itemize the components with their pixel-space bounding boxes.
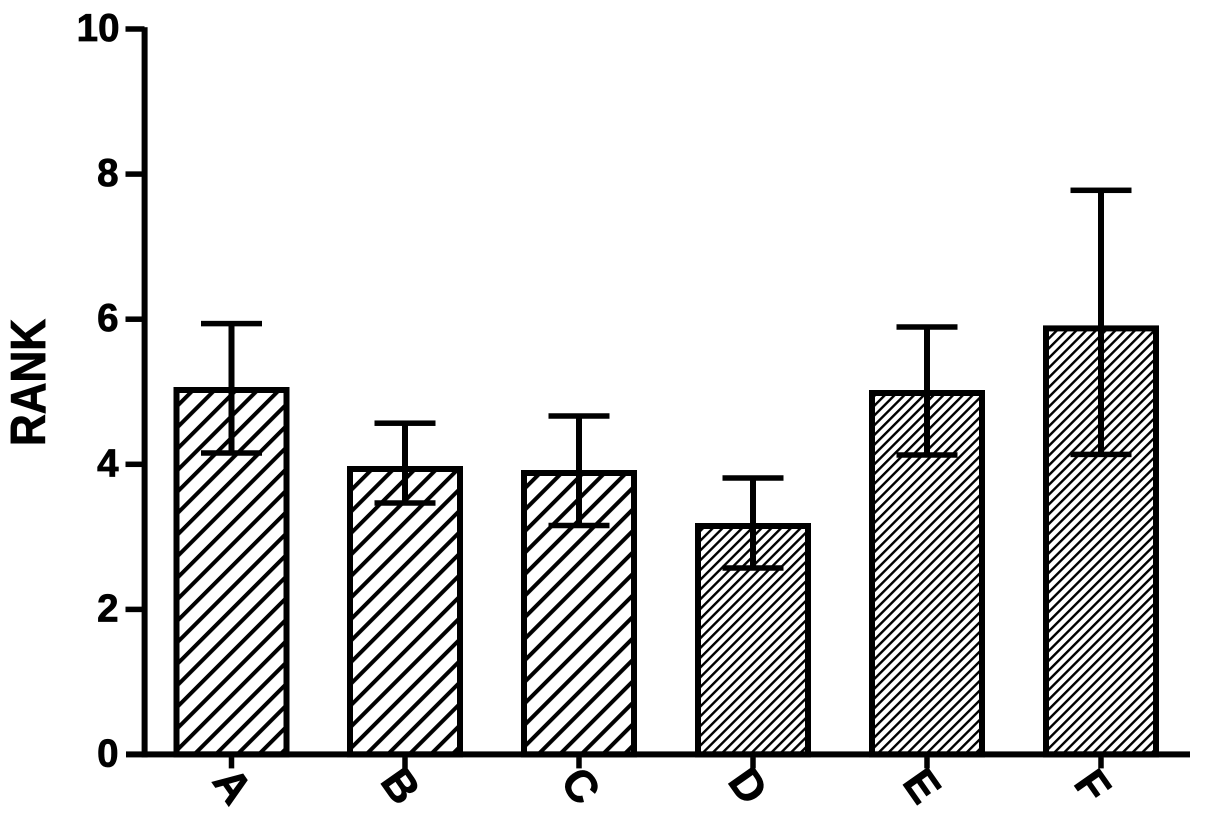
svg-text:F: F [1064, 761, 1120, 811]
svg-text:A: A [203, 759, 261, 813]
svg-text:C: C [551, 759, 609, 813]
svg-text:10: 10 [77, 7, 120, 50]
svg-text:4: 4 [97, 442, 119, 485]
svg-text:0: 0 [97, 733, 118, 776]
svg-text:E: E [893, 760, 950, 812]
svg-text:D: D [718, 759, 776, 813]
svg-text:B: B [371, 759, 429, 813]
svg-text:RANK: RANK [1, 319, 56, 446]
svg-text:8: 8 [97, 152, 118, 195]
svg-text:6: 6 [97, 297, 118, 340]
svg-text:2: 2 [97, 587, 118, 630]
